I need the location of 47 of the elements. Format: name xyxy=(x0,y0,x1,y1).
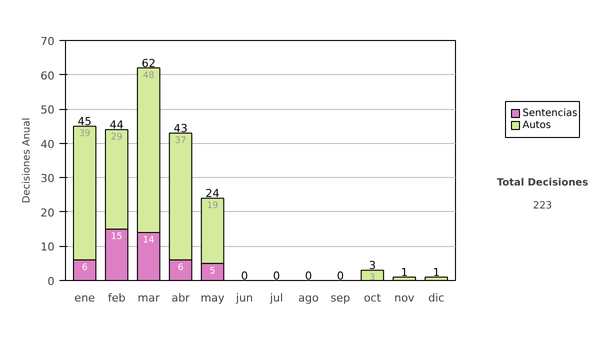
data-label: 39 xyxy=(78,129,91,140)
total-label: 1 xyxy=(400,266,408,280)
total-label: 0 xyxy=(272,270,280,282)
data-label: 37 xyxy=(174,136,186,146)
y-tick-label: 70 xyxy=(40,35,55,48)
x-tick-label: oct xyxy=(364,292,382,304)
x-tick-label: nov xyxy=(394,292,415,304)
x-tick-label: ago xyxy=(298,292,319,304)
total-label: 0 xyxy=(304,270,312,282)
x-tick-label: jun xyxy=(235,292,254,304)
x-tick-label: abr xyxy=(171,292,190,304)
data-label: 19 xyxy=(206,201,219,212)
y-tick-label: 10 xyxy=(40,240,55,254)
y-tick-label: 60 xyxy=(40,69,55,82)
x-tick-label: may xyxy=(200,292,226,304)
legend-label: Autos xyxy=(522,120,551,131)
x-tick-label: jul xyxy=(268,292,284,304)
y-tick-label: 40 xyxy=(40,138,55,151)
data-label: 6 xyxy=(82,262,88,273)
total-label: 0 xyxy=(241,270,248,282)
total-label: 0 xyxy=(336,270,344,282)
x-tick-label: mar xyxy=(138,292,160,304)
y-tick-label: 50 xyxy=(40,104,55,117)
text: Total Decisiones xyxy=(496,178,588,188)
y-axis-title: Decisiones Anual xyxy=(22,118,33,204)
legend-label: Sentencias xyxy=(522,108,578,119)
total-label: 43 xyxy=(174,122,188,136)
text: 223 xyxy=(532,200,552,212)
data-label: 5 xyxy=(210,266,216,276)
total-label: 1 xyxy=(432,266,440,280)
data-label: 15 xyxy=(110,232,122,242)
data-label: 14 xyxy=(142,236,155,246)
x-tick-label: dic xyxy=(428,292,444,304)
x-tick-label: ene xyxy=(74,292,96,304)
total-label: 45 xyxy=(78,115,92,128)
total-label: 44 xyxy=(110,118,124,132)
total-label: 3 xyxy=(368,259,376,272)
data-label: 29 xyxy=(110,132,123,143)
total-label: 24 xyxy=(206,187,220,200)
y-tick-label: 30 xyxy=(40,172,55,186)
x-tick-label: feb xyxy=(108,292,126,304)
y-tick-label: 0 xyxy=(48,275,54,288)
y-tick-label: 20 xyxy=(40,206,55,220)
x-tick-label: sep xyxy=(330,292,350,304)
total-label: 62 xyxy=(142,56,156,70)
data-label: 48 xyxy=(142,70,155,81)
data-label: 6 xyxy=(178,262,184,273)
